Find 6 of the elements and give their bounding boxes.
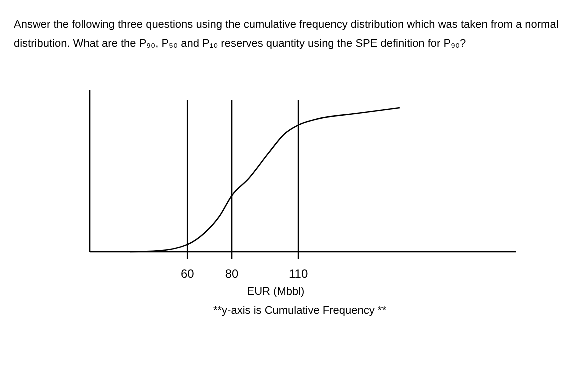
x-tick-label: 110 — [288, 267, 308, 281]
chart-title: Answer the following three questions using the cumulative frequency distribution which was taken from a normal distribution. What are the P₉₀, P₅₀ and P₁₀ reserves quantity using the SPE definition for P₉₀? — [14, 19, 559, 50]
x-axis-title: EUR (Mbbl) — [247, 286, 305, 298]
text: **y-axis is Cumulative Frequency ** — [213, 305, 388, 317]
x-tick-label: 80 — [225, 267, 239, 281]
x-tick-label: 60 — [180, 267, 195, 281]
